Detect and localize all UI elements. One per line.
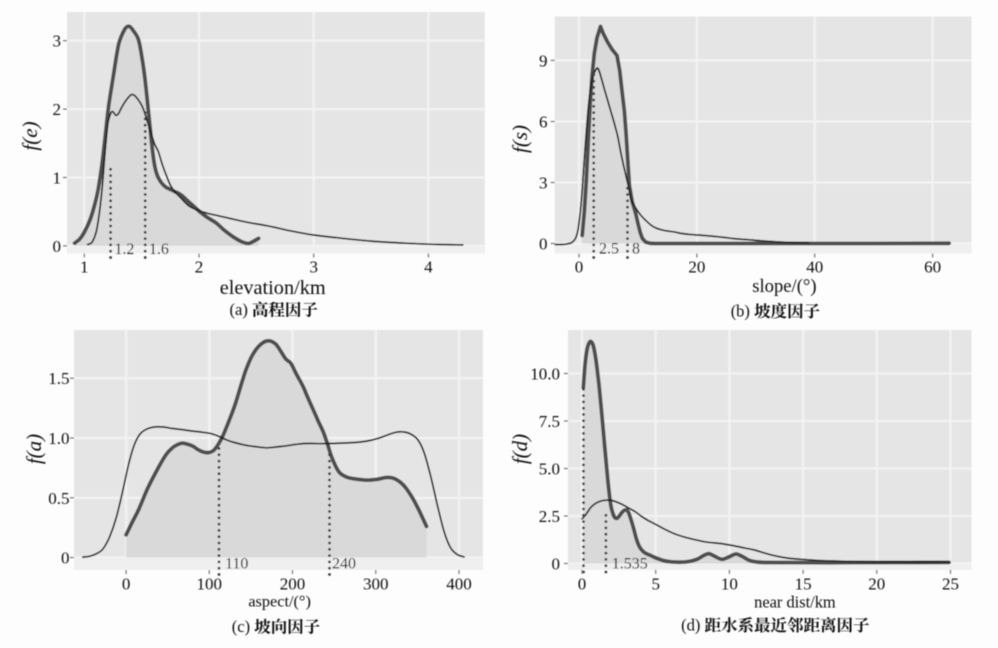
svg-text:10: 10	[721, 575, 738, 594]
svg-text:f(a): f(a)	[22, 434, 46, 464]
svg-text:(d): (d)	[681, 615, 700, 634]
svg-text:5.0: 5.0	[539, 460, 560, 479]
svg-text:25: 25	[942, 575, 959, 594]
svg-text:0.5: 0.5	[48, 489, 69, 508]
svg-text:400: 400	[446, 575, 472, 594]
svg-text:200: 200	[280, 575, 306, 594]
svg-text:1.2: 1.2	[114, 241, 134, 258]
svg-text:10.0: 10.0	[530, 365, 560, 384]
svg-text:(c): (c)	[232, 617, 250, 636]
svg-text:elevation/km: elevation/km	[220, 277, 326, 299]
svg-text:240: 240	[332, 556, 356, 573]
svg-text:0: 0	[53, 237, 62, 256]
svg-text:2.5: 2.5	[599, 241, 619, 258]
svg-text:300: 300	[363, 575, 389, 594]
svg-text:1.535: 1.535	[612, 556, 648, 573]
svg-text:f(s): f(s)	[508, 125, 532, 153]
svg-text:9: 9	[539, 51, 548, 70]
svg-text:1.6: 1.6	[149, 241, 169, 258]
svg-text:6: 6	[539, 113, 548, 132]
svg-text:1: 1	[53, 169, 62, 188]
svg-text:f(d): f(d)	[508, 434, 532, 464]
svg-text:f(e): f(e)	[18, 121, 42, 150]
svg-text:0: 0	[122, 575, 131, 594]
svg-text:(a): (a)	[230, 300, 248, 319]
svg-text:0: 0	[61, 549, 70, 568]
svg-text:3: 3	[539, 174, 548, 193]
svg-text:0: 0	[575, 258, 584, 277]
svg-text:1: 1	[80, 258, 89, 277]
svg-text:40: 40	[806, 258, 823, 277]
svg-text:aspect/(°): aspect/(°)	[248, 592, 311, 611]
svg-text:20: 20	[868, 575, 885, 594]
svg-text:0: 0	[578, 575, 587, 594]
svg-text:(b): (b)	[731, 301, 750, 320]
svg-text:1.0: 1.0	[48, 429, 69, 448]
svg-text:3: 3	[53, 32, 62, 51]
svg-text:0: 0	[552, 555, 561, 574]
svg-text:3: 3	[309, 258, 318, 277]
svg-text:110: 110	[225, 556, 248, 573]
svg-text:slope/(°): slope/(°)	[752, 276, 816, 297]
svg-text:8: 8	[632, 241, 640, 258]
svg-text:0: 0	[539, 235, 548, 254]
svg-text:near dist/km: near dist/km	[754, 593, 836, 612]
svg-text:4: 4	[424, 258, 433, 277]
svg-text:5: 5	[651, 575, 660, 594]
svg-text:100: 100	[197, 575, 223, 594]
svg-text:2: 2	[195, 258, 204, 277]
svg-text:60: 60	[924, 258, 941, 277]
svg-text:1.5: 1.5	[48, 369, 69, 388]
svg-text:2: 2	[53, 100, 62, 119]
svg-text:20: 20	[688, 258, 705, 277]
svg-text:2.5: 2.5	[539, 507, 560, 526]
svg-text:15: 15	[795, 575, 812, 594]
svg-text:7.5: 7.5	[539, 412, 560, 431]
